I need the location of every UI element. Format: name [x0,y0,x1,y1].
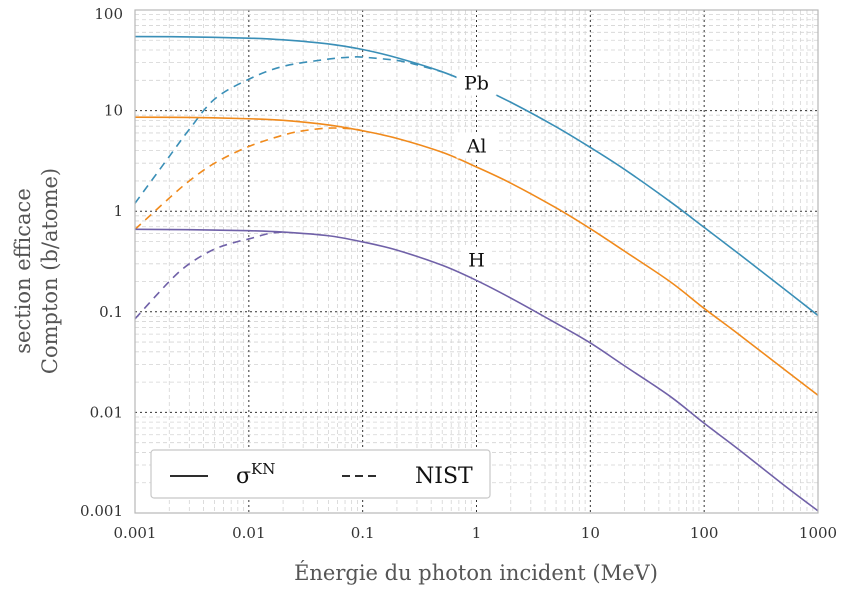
legend-kn-label: σKN [236,460,275,489]
curve-label-bg-h [462,246,491,273]
nist-curve-al [134,127,363,230]
y-tick-labels: 0.001 0.01 0.1 1 10 100 [80,5,123,520]
x-tick-label: 1000 [799,524,837,542]
y-tick-label: 10 [104,102,123,120]
legend-kn-symbol: σ [236,464,251,489]
kn-curve-h [134,228,819,512]
y-tick-label: 100 [94,5,123,23]
y-tick-label: 0.01 [90,403,123,421]
y-tick-label: 1 [113,202,123,220]
y-axis-label-line2: Compton (b/atome) [38,168,62,374]
curve-labels: Pb Al H [456,69,497,273]
x-tick-label: 0.001 [114,524,157,542]
nist-curve-h [134,231,284,320]
y-axis-label-line1: section efficace [11,188,35,354]
curve-label-h: H [468,250,485,272]
kn-curve-al [134,116,819,396]
y-tick-label: 0.001 [80,502,123,520]
legend-box [150,449,491,499]
x-tick-labels: 0.001 0.01 0.1 1 10 100 1000 [114,524,838,542]
curve-label-bg-pb [456,69,497,96]
legend: σKN NIST [150,449,491,499]
x-tick-label: 100 [690,524,719,542]
curve-label-bg-al [456,132,497,159]
x-tick-label: 0.1 [351,524,375,542]
y-tick-label: 0.1 [99,303,123,321]
curve-label-al: Al [466,135,487,157]
nist-curve-pb [134,56,443,204]
legend-kn-superscript: KN [251,460,275,478]
curve-label-pb: Pb [464,73,489,95]
x-tick-label: 10 [581,524,600,542]
legend-nist-label: NIST [415,464,473,489]
x-axis-label: Énergie du photon incident (MeV) [294,561,658,585]
plot-frame [134,9,819,514]
x-tick-label: 1 [472,524,482,542]
x-tick-label: 0.01 [232,524,265,542]
